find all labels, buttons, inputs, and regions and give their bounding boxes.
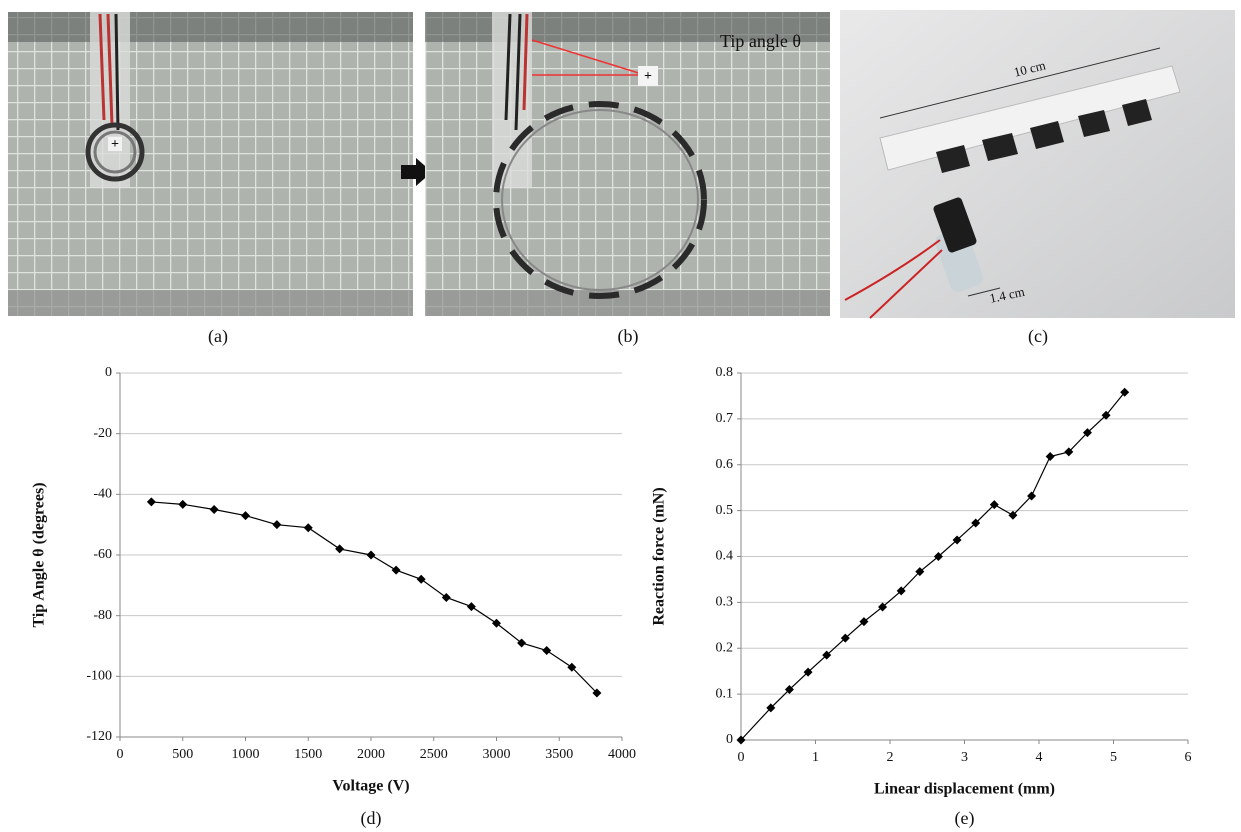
data-point bbox=[1082, 428, 1092, 438]
data-point bbox=[803, 667, 813, 677]
caption: (b) bbox=[618, 326, 639, 347]
data-point bbox=[766, 703, 776, 713]
data-point bbox=[859, 617, 869, 627]
y-tick-label: 0 bbox=[105, 365, 112, 380]
y-tick-label: 0.2 bbox=[716, 640, 734, 655]
y-tick-label: 0.1 bbox=[716, 686, 734, 701]
data-point bbox=[441, 592, 451, 602]
x-axis-title: Linear displacement (mm) bbox=[874, 781, 1055, 798]
data-point bbox=[272, 520, 282, 530]
data-point bbox=[1120, 387, 1130, 397]
annotation: Tip angle θ bbox=[720, 31, 801, 51]
x-axis-title: Voltage (V) bbox=[332, 778, 409, 795]
x-tick-label: 3500 bbox=[545, 747, 573, 762]
y-tick-label: 0.8 bbox=[716, 365, 734, 380]
y-tick-label: 0.6 bbox=[716, 457, 734, 472]
data-point bbox=[736, 735, 746, 745]
data-point bbox=[241, 511, 250, 521]
data-point bbox=[840, 633, 850, 643]
x-tick-label: 0 bbox=[738, 750, 745, 765]
y-tick-label: 0.3 bbox=[716, 595, 734, 610]
arrow bbox=[401, 158, 432, 186]
x-tick-label: 3 bbox=[961, 750, 968, 765]
y-tick-label: -60 bbox=[93, 547, 112, 562]
y-tick-label: 0.5 bbox=[716, 503, 734, 518]
data-point bbox=[784, 685, 794, 695]
x-tick-label: 1500 bbox=[294, 747, 322, 762]
y-tick-label: 0.7 bbox=[716, 411, 734, 426]
data-point bbox=[896, 586, 906, 596]
data-point bbox=[1027, 491, 1037, 501]
caption: (a) bbox=[208, 326, 228, 347]
data-point bbox=[492, 618, 501, 628]
data-point bbox=[822, 650, 832, 660]
data-point bbox=[933, 552, 943, 561]
y-tick-label: -40 bbox=[93, 487, 112, 502]
x-tick-label: 0 bbox=[117, 747, 124, 762]
photo-a: + bbox=[8, 12, 413, 316]
photo-b: + Tip angle θ bbox=[425, 12, 830, 316]
data-point bbox=[592, 688, 602, 698]
x-tick-label: 500 bbox=[172, 747, 193, 762]
x-tick-label: 3000 bbox=[483, 747, 511, 762]
data-point bbox=[915, 567, 925, 577]
caption: (c) bbox=[1028, 326, 1048, 347]
x-tick-label: 1 bbox=[812, 750, 819, 765]
data-point bbox=[1008, 510, 1018, 520]
x-tick-label: 1000 bbox=[232, 747, 260, 762]
x-tick-label: 2500 bbox=[420, 747, 448, 762]
annotation: 1.4 cm bbox=[988, 284, 1026, 306]
data-line bbox=[151, 501, 598, 694]
y-tick-label: 0 bbox=[726, 732, 733, 747]
y-tick-label: 0.4 bbox=[716, 549, 734, 564]
data-point bbox=[466, 602, 476, 612]
data-point bbox=[1101, 410, 1111, 420]
x-tick-label: 6 bbox=[1185, 750, 1192, 765]
x-tick-label: 5 bbox=[1110, 750, 1117, 765]
data-point bbox=[303, 523, 313, 533]
data-point bbox=[989, 500, 999, 510]
data-point bbox=[335, 544, 345, 554]
data-point bbox=[209, 505, 219, 514]
y-axis-title: Tip Angle θ (degrees) bbox=[31, 482, 48, 627]
data-point bbox=[146, 497, 156, 507]
data-point bbox=[391, 565, 401, 575]
y-tick-label: -20 bbox=[93, 426, 112, 441]
x-tick-label: 4000 bbox=[608, 747, 636, 762]
y-tick-label: -100 bbox=[86, 669, 112, 684]
data-point bbox=[1045, 451, 1055, 461]
data-point bbox=[878, 602, 888, 612]
y-tick-label: -120 bbox=[86, 729, 112, 744]
electrode-mark: + bbox=[644, 69, 652, 84]
x-tick-label: 4 bbox=[1036, 750, 1043, 765]
y-axis-title: Reaction force (mN) bbox=[651, 487, 668, 625]
data-point bbox=[416, 574, 426, 584]
x-tick-label: 2 bbox=[887, 750, 894, 765]
photo-c: 10 cm 1.4 cm bbox=[840, 10, 1235, 319]
y-tick-label: -80 bbox=[93, 608, 112, 623]
data-point bbox=[1064, 447, 1074, 457]
caption: (e) bbox=[955, 808, 975, 829]
data-point bbox=[952, 535, 962, 545]
data-point bbox=[971, 518, 981, 528]
data-point bbox=[542, 646, 552, 656]
data-point bbox=[178, 499, 188, 509]
caption: (d) bbox=[361, 808, 382, 829]
x-tick-label: 2000 bbox=[357, 747, 385, 762]
data-point bbox=[366, 550, 376, 560]
data-point bbox=[517, 638, 527, 648]
data-point bbox=[567, 662, 577, 672]
electrode-mark: + bbox=[111, 137, 119, 152]
data-line bbox=[740, 391, 1126, 741]
